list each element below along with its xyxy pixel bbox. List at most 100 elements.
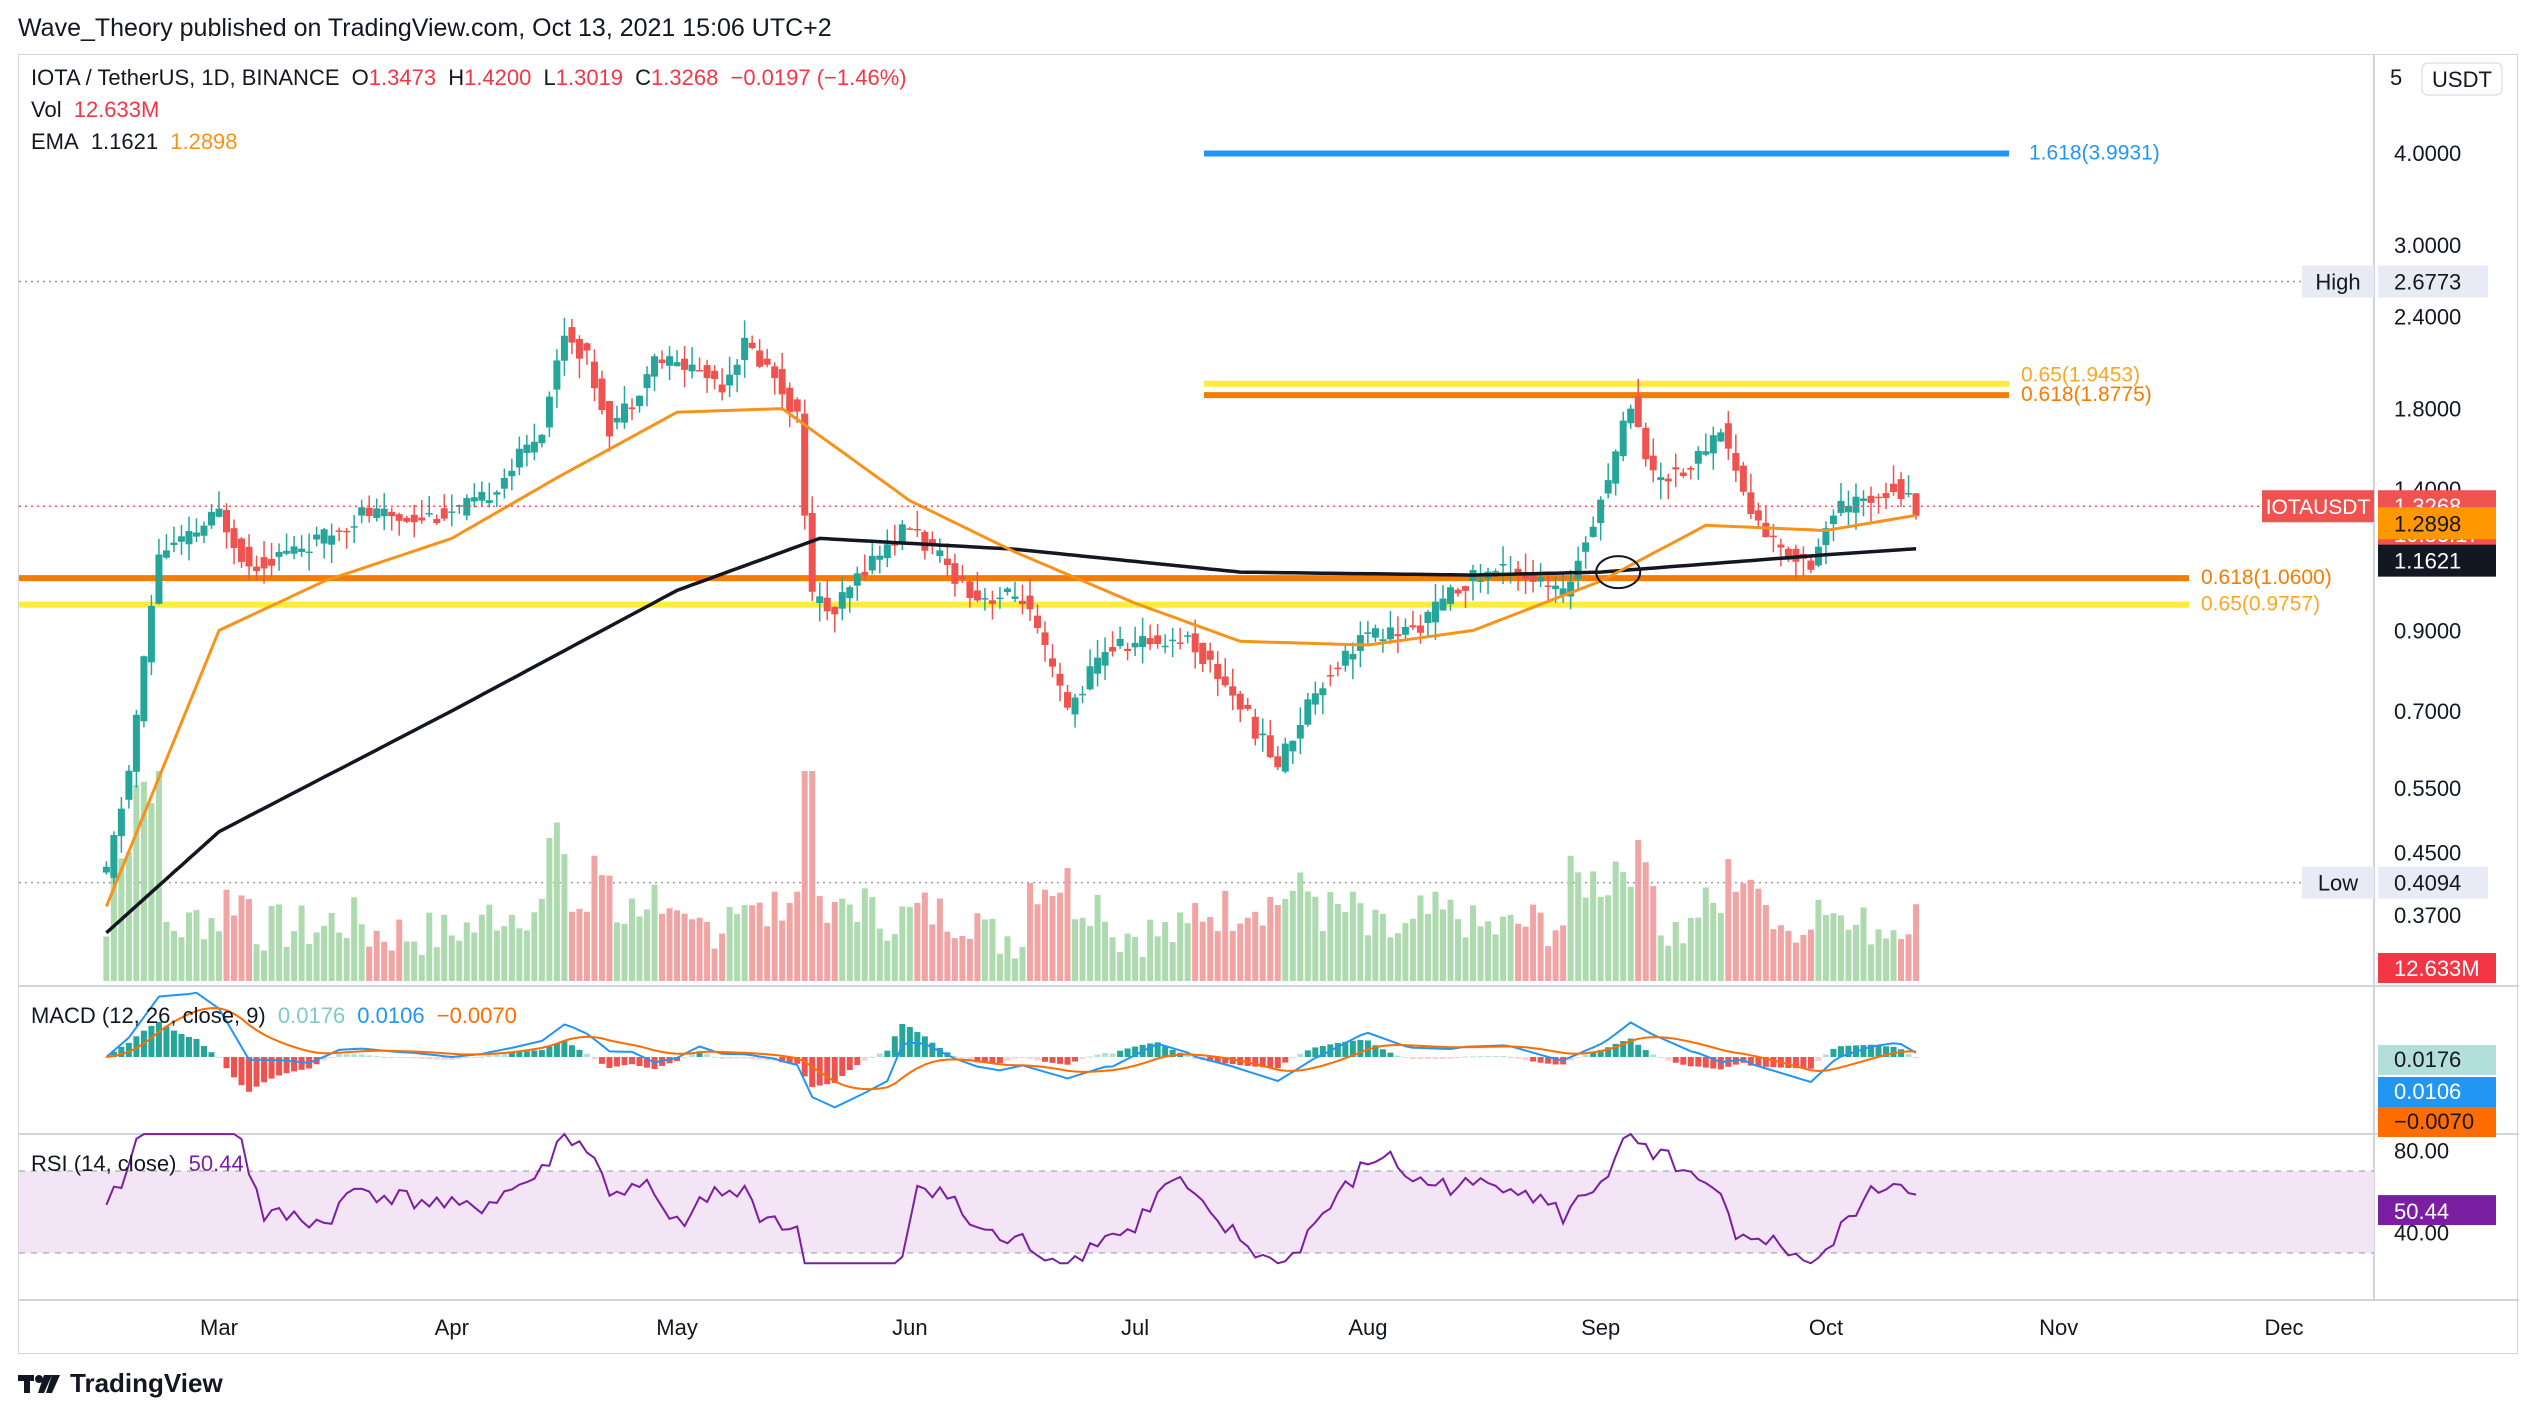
candle-body — [703, 365, 711, 379]
macd-legend[interactable]: MACD (12, 26, close, 9) 0.0176 0.0106 −0… — [31, 1003, 523, 1029]
volume-bar — [403, 941, 410, 981]
volume-legend[interactable]: Vol 12.633M — [31, 97, 165, 123]
candle-body — [1754, 510, 1762, 521]
volume-badge — [2378, 953, 2496, 983]
chart-svg[interactable]: 4.00003.00002.40001.80001.40000.90000.70… — [19, 55, 2519, 1355]
chart-frame[interactable]: 4.0000 3.0000 2.4000 1.8000 1.4000 0.9000 0.70… — [18, 54, 2519, 1355]
volume-bar — [966, 938, 973, 981]
volume-bar — [1192, 903, 1199, 981]
candle-body — [200, 525, 208, 536]
macd-hist-bar — [621, 1057, 628, 1066]
candle-body — [1356, 635, 1364, 651]
macd-hist-bar — [1687, 1057, 1694, 1067]
macd-hist-bar — [1349, 1040, 1356, 1057]
volume-bar — [140, 781, 147, 981]
candle-body — [493, 492, 501, 495]
volume-bar — [216, 931, 222, 981]
volume-bar — [418, 955, 425, 981]
candle-body — [515, 448, 523, 468]
rsi-legend[interactable]: RSI (14, close) 50.44 — [31, 1151, 250, 1177]
macd-hist-bar — [779, 1057, 786, 1063]
macd-hist-bar — [681, 1057, 688, 1058]
volume-bar — [276, 904, 283, 981]
volume-bar — [1898, 939, 1905, 981]
candle-body — [455, 505, 463, 507]
candle-body — [1657, 477, 1665, 481]
price-tick-label: 1.8000 — [2394, 397, 2461, 422]
macd-hist-bar — [981, 1057, 988, 1063]
candle-body — [1477, 580, 1485, 582]
volume-bar — [1432, 891, 1439, 981]
macd-hist-bar — [336, 1054, 343, 1057]
macd-hist-bar — [1094, 1054, 1101, 1057]
volume-bar — [869, 897, 876, 981]
macd-hist-bar — [1102, 1053, 1109, 1057]
macd-hist-bar — [1905, 1054, 1912, 1057]
fib-level-label: 0.65(0.9757) — [2201, 593, 2320, 616]
candle-body — [756, 350, 764, 367]
symbol-label[interactable]: IOTA / TetherUS, 1D, BINANCE — [31, 65, 340, 90]
time-tick-label: Jun — [892, 1315, 927, 1340]
volume-bar — [1642, 862, 1649, 981]
macd-value-badge — [2378, 1107, 2496, 1137]
candle-body — [1094, 657, 1102, 674]
volume-bar — [1650, 886, 1657, 981]
candle-body — [1514, 568, 1522, 576]
volume-bar — [381, 941, 388, 981]
volume-bar — [1560, 925, 1567, 981]
candle-body — [1176, 642, 1184, 644]
candle-body — [1612, 451, 1620, 484]
ema-label: EMA — [31, 129, 79, 154]
macd-hist-bar — [553, 1043, 560, 1057]
macd-hist-bar — [711, 1056, 718, 1058]
candle-body — [1018, 600, 1026, 605]
macd-hist-bar — [1590, 1052, 1597, 1057]
candle-body — [147, 605, 155, 663]
close-value: 1.3268 — [651, 65, 719, 90]
change-value: −0.0197 (−1.46%) — [730, 65, 907, 90]
volume-bar — [989, 918, 996, 981]
candle-body — [913, 528, 921, 531]
macd-hist-bar — [921, 1036, 928, 1057]
macd-hist-bar — [568, 1045, 575, 1057]
candle-body — [793, 399, 801, 412]
candle-body — [658, 359, 666, 364]
volume-bar — [1537, 912, 1544, 981]
candle-body — [620, 403, 628, 423]
ema-legend[interactable]: EMA 1.1621 1.2898 — [31, 129, 244, 155]
volume-bar — [1222, 890, 1229, 981]
volume-bar — [696, 917, 703, 981]
volume-bar — [223, 889, 230, 981]
macd-value-badge — [2378, 1045, 2496, 1075]
candle-body — [290, 546, 298, 554]
volume-bar — [846, 904, 853, 981]
volume-bar — [981, 919, 988, 981]
macd-hist-bar — [1890, 1046, 1897, 1057]
macd-hist-bar — [1845, 1045, 1852, 1057]
volume-bar — [771, 891, 778, 981]
candle-body — [1439, 598, 1447, 611]
macd-hist-bar — [786, 1057, 793, 1064]
volume-bar — [1627, 886, 1634, 981]
candle-body — [1071, 697, 1079, 715]
candle-body — [1709, 435, 1717, 454]
macd-hist-bar — [1439, 1057, 1446, 1059]
volume-bar — [1815, 899, 1822, 981]
candle-body — [500, 477, 508, 489]
candle-body — [943, 558, 951, 566]
candle-body — [673, 362, 681, 367]
volume-bar — [448, 935, 455, 981]
macd-hist-bar — [238, 1057, 245, 1086]
fib-level-label: 1.618(3.9931) — [2029, 142, 2160, 165]
macd-hist-bar — [1485, 1056, 1492, 1058]
macd-hist-bar — [1755, 1057, 1762, 1067]
candle-body — [170, 542, 178, 546]
candle-body — [1251, 716, 1259, 739]
macd-hist-bar — [734, 1057, 741, 1059]
price-tick-label: 0.7000 — [2394, 699, 2461, 724]
macd-hist-bar — [1087, 1056, 1094, 1058]
macd-hist-bar — [1462, 1056, 1469, 1058]
macd-hist-bar — [261, 1057, 268, 1083]
volume-bar — [1612, 861, 1619, 981]
volume-bar — [1282, 898, 1289, 981]
